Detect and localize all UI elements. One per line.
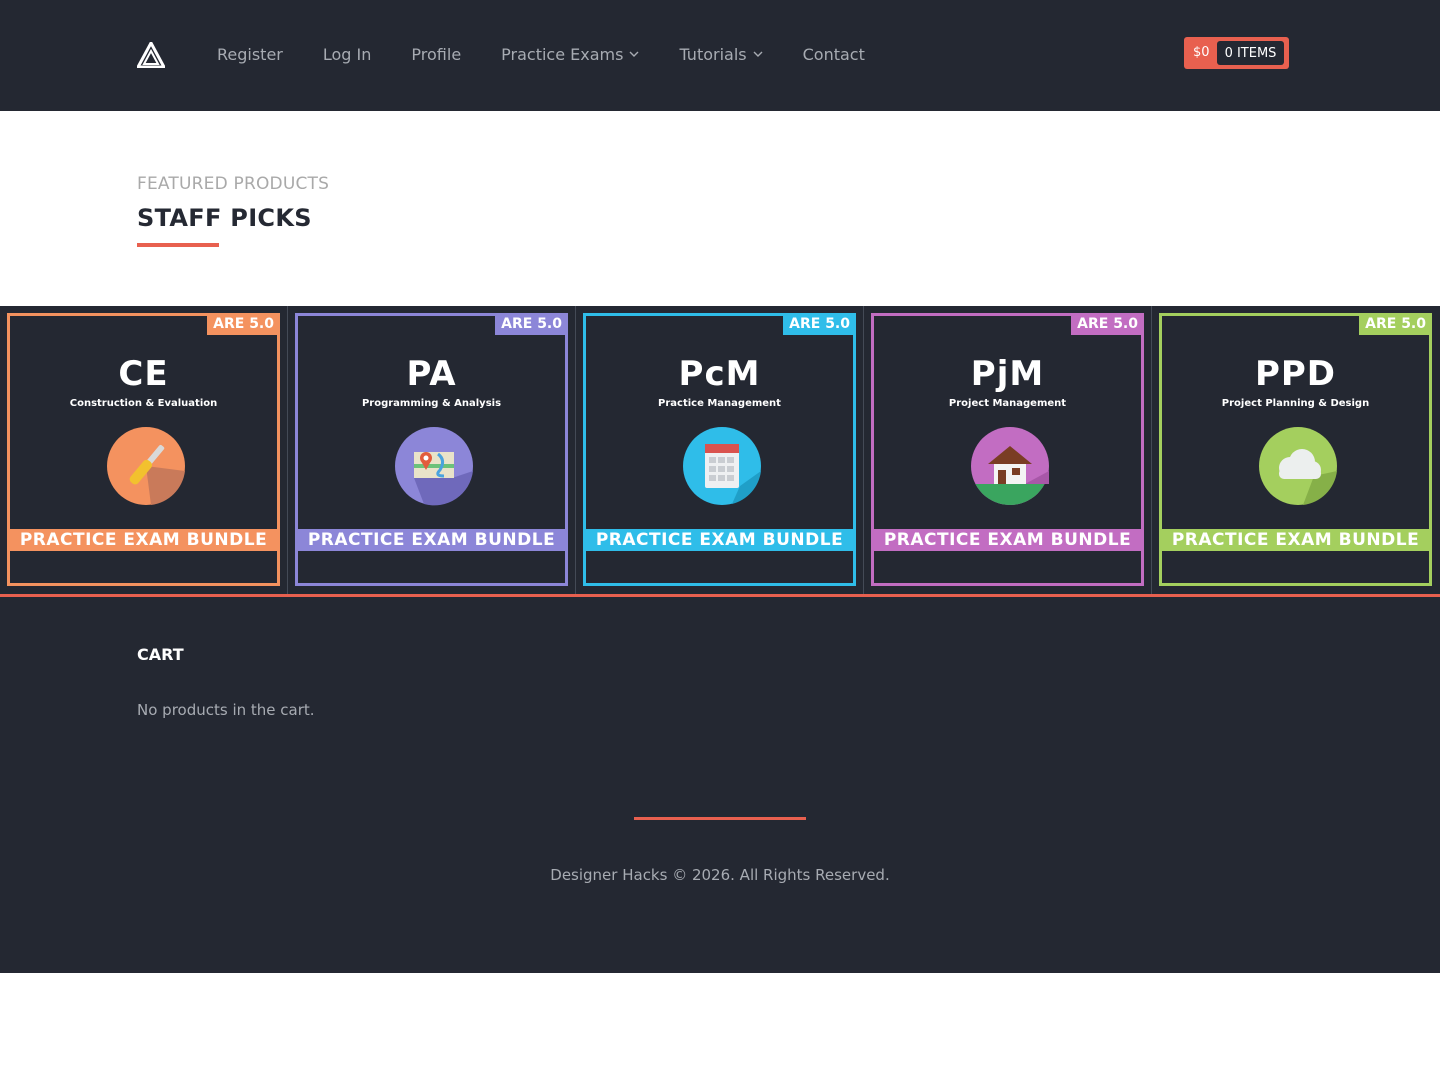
site-footer: CART No products in the cart. Designer H… [0, 597, 1440, 973]
nav-log-in-label: Log In [322, 44, 372, 64]
product-image: ARE 5.0 CE Construction & Evaluation PRA… [7, 313, 280, 586]
bundle-label: PRACTICE EXAM BUNDLE [874, 529, 1141, 551]
product-image: ARE 5.0 PcM Practice Management PRACTICE… [583, 313, 856, 586]
nav-register-label: Register [217, 44, 283, 64]
product-image: ARE 5.0 PA Programming & Analysis PRACTI… [295, 313, 568, 586]
nav-register[interactable]: Register [217, 45, 283, 64]
cart-empty-message: No products in the cart. [137, 701, 315, 719]
main-nav: Register Log In Profile Practice Exams T… [217, 40, 905, 68]
chevron-down-icon [753, 51, 763, 57]
nav-contact-label: Contact [802, 44, 865, 64]
product-card-pjm[interactable]: ARE 5.0 PjM Project Management PRACTICE … [864, 306, 1152, 594]
cart-item-count: 0 ITEMS [1217, 41, 1284, 65]
product-name: Practice Management [658, 398, 781, 409]
nav-tutorials[interactable]: Tutorials [679, 44, 763, 64]
screwdriver-icon [107, 427, 185, 505]
header-cart-button[interactable]: $0 0 ITEMS [1184, 37, 1289, 69]
calendar-icon [683, 427, 761, 505]
nav-contact[interactable]: Contact [803, 45, 865, 64]
edition-badge: ARE 5.0 [207, 313, 280, 335]
section-divider [0, 594, 1440, 597]
featured-kicker: FEATURED PRODUCTS [137, 174, 330, 194]
copyright-text: Designer Hacks © 2026. All Rights Reserv… [550, 866, 890, 884]
edition-badge: ARE 5.0 [1071, 313, 1144, 335]
product-grid: ARE 5.0 CE Construction & Evaluation PRA… [0, 306, 1440, 594]
nav-profile[interactable]: Profile [411, 45, 461, 64]
product-card-ppd[interactable]: ARE 5.0 PPD Project Planning & Design PR… [1152, 306, 1440, 594]
cart-total: $0 [1193, 45, 1210, 60]
bundle-label: PRACTICE EXAM BUNDLE [586, 529, 853, 551]
footer-divider [634, 817, 806, 820]
product-card-pcm[interactable]: ARE 5.0 PcM Practice Management PRACTICE… [576, 306, 864, 594]
nav-tutorials-label: Tutorials [679, 44, 747, 64]
cloud-icon [1259, 427, 1337, 505]
product-code: PPD [1254, 354, 1337, 394]
edition-badge: ARE 5.0 [783, 313, 856, 335]
chevron-down-icon [629, 51, 639, 57]
site-header: Register Log In Profile Practice Exams T… [0, 0, 1440, 111]
product-name: Project Planning & Design [1221, 398, 1370, 409]
title-underline [137, 243, 219, 247]
map-pin-icon [395, 427, 473, 506]
nav-practice-exams-label: Practice Exams [501, 44, 624, 64]
product-code: PcM [678, 354, 761, 394]
product-code: CE [118, 354, 169, 394]
bundle-label: PRACTICE EXAM BUNDLE [1162, 529, 1429, 551]
edition-badge: ARE 5.0 [1359, 313, 1432, 335]
product-card-ce[interactable]: ARE 5.0 CE Construction & Evaluation PRA… [0, 306, 288, 594]
section-title: STAFF PICKS [137, 204, 312, 232]
nav-profile-label: Profile [411, 44, 462, 64]
house-icon [971, 427, 1049, 505]
bundle-label: PRACTICE EXAM BUNDLE [10, 529, 277, 551]
site-logo-icon[interactable] [137, 42, 165, 68]
product-name: Construction & Evaluation [69, 398, 218, 409]
product-name: Programming & Analysis [361, 398, 502, 409]
product-name: Project Management [948, 398, 1067, 409]
bundle-label: PRACTICE EXAM BUNDLE [298, 529, 565, 551]
product-card-pa[interactable]: ARE 5.0 PA Programming & Analysis PRACTI… [288, 306, 576, 594]
product-code: PjM [970, 354, 1045, 394]
nav-practice-exams[interactable]: Practice Exams [501, 45, 639, 64]
edition-badge: ARE 5.0 [495, 313, 568, 335]
nav-log-in[interactable]: Log In [323, 45, 372, 64]
product-image: ARE 5.0 PPD Project Planning & Design PR… [1159, 313, 1432, 586]
cart-widget-heading: CART [137, 645, 184, 664]
product-image: ARE 5.0 PjM Project Management PRACTICE … [871, 313, 1144, 586]
product-code: PA [406, 354, 457, 394]
